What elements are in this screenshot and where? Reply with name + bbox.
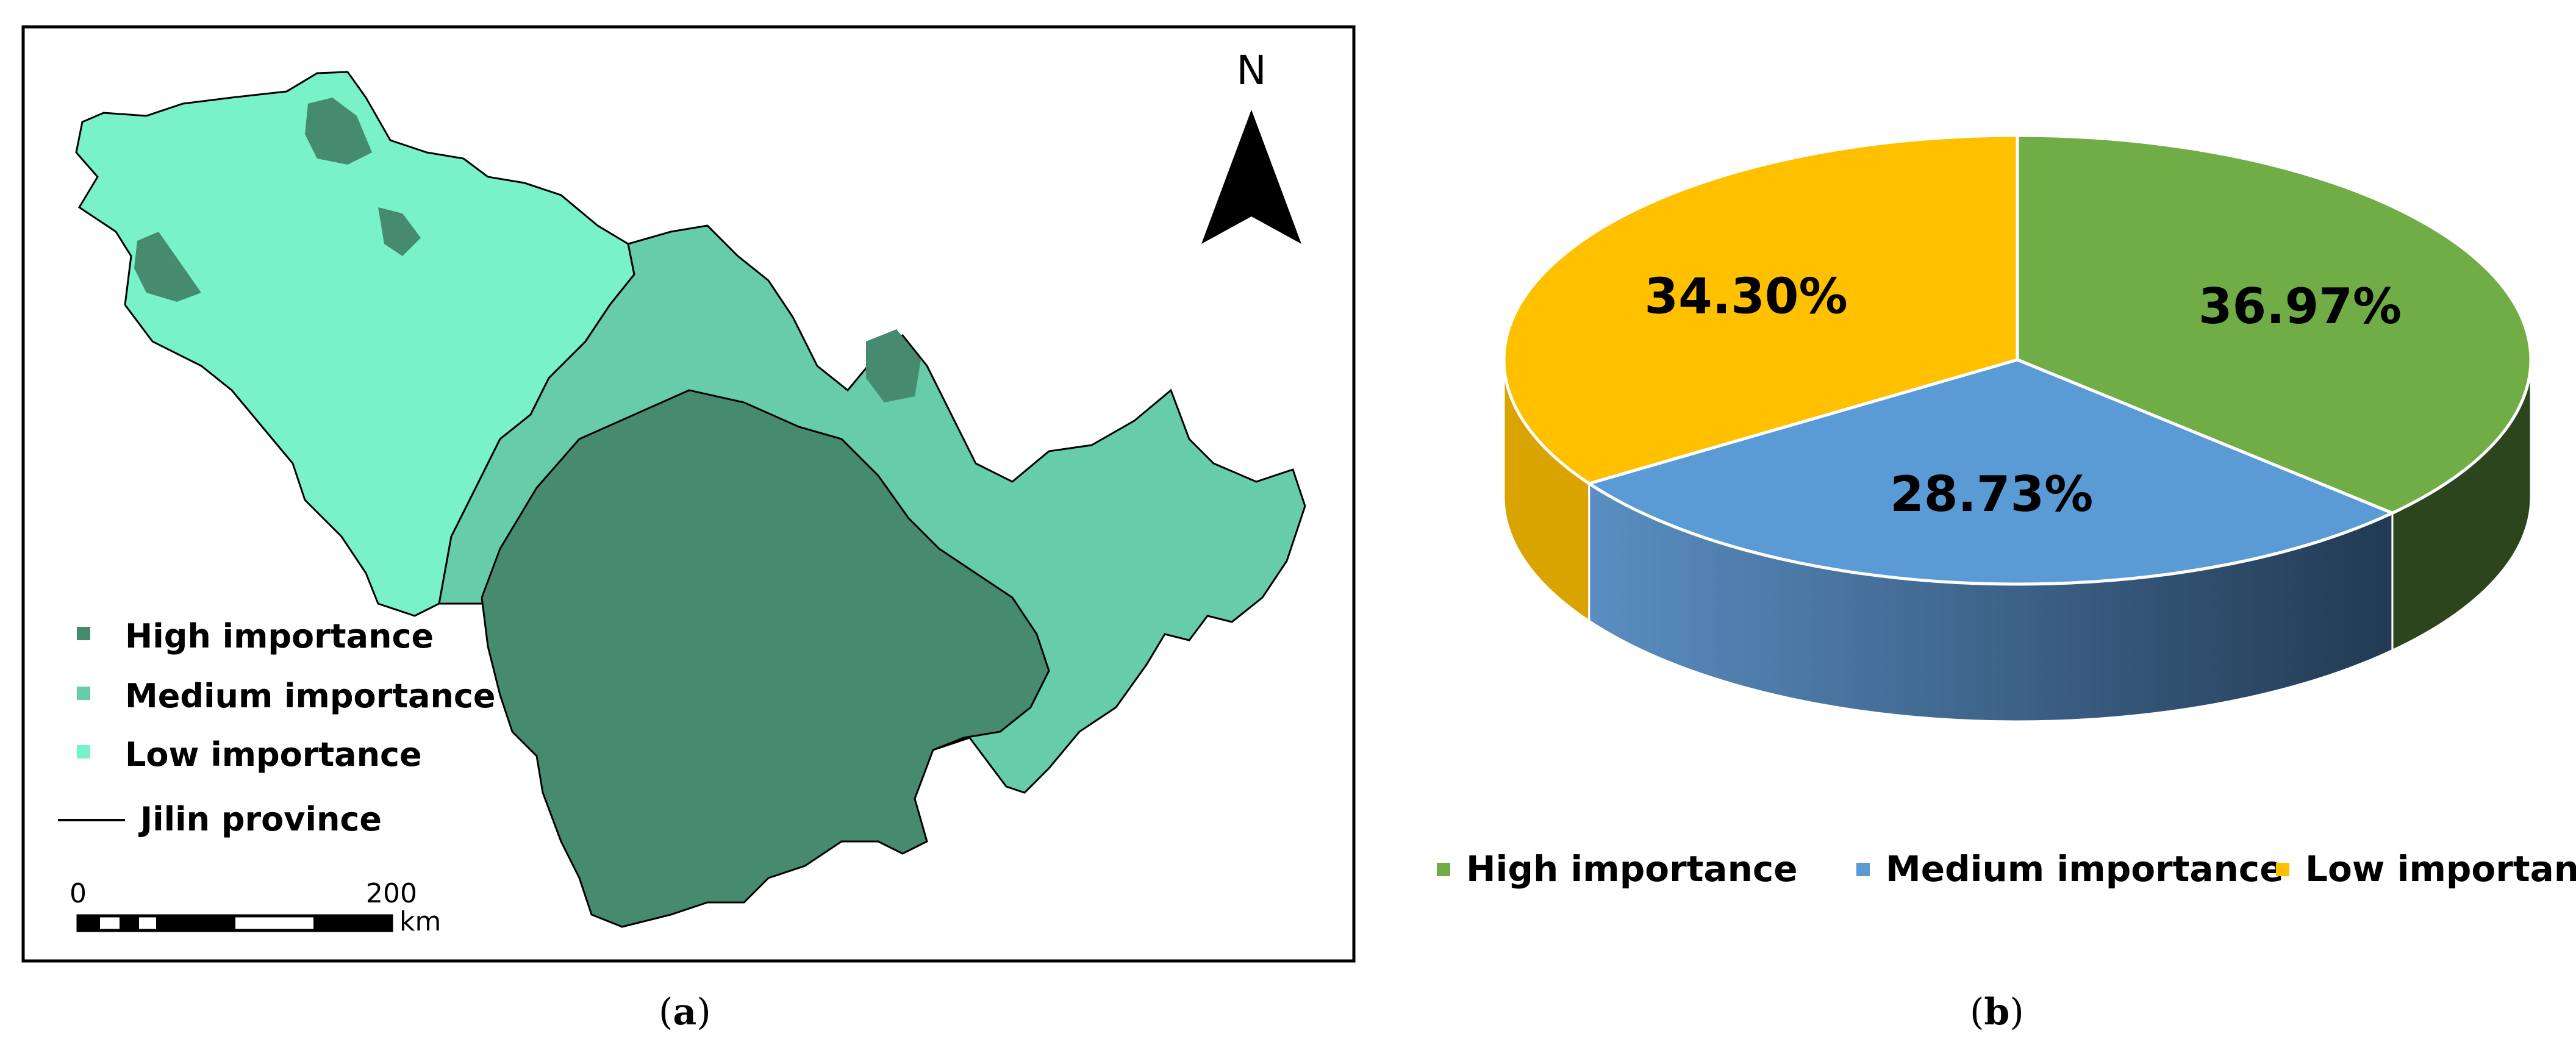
scale-bar-segment: [78, 916, 100, 930]
high-importance-patch: [378, 207, 421, 256]
scale-end-label: 200: [366, 878, 417, 909]
legend-swatch-high: [77, 627, 90, 640]
high-importance-region: [481, 389, 1050, 928]
panel-a-label-letter: a: [673, 991, 697, 1034]
high-importance-patch: [134, 232, 201, 302]
panel-b: 36.97% 28.73% 34.30% High importance Medium…: [1360, 0, 2576, 1062]
high-importance-patch: [866, 329, 921, 402]
panel-a: N High importance Medium importance Low …: [21, 25, 1356, 1034]
legend-label-low: Low importance: [125, 735, 422, 774]
legend-label-medium-importance: Medium importance: [1886, 848, 2284, 890]
panel-a-label: (a): [659, 991, 711, 1034]
legend-label-high: High importance: [125, 617, 434, 655]
pie-slice-low-importance: [1502, 134, 2019, 485]
legend-swatch-medium-importance: [1856, 863, 1870, 876]
north-arrow: N: [1201, 47, 1301, 244]
map-figure: N High importance Medium importance Low …: [21, 25, 1356, 963]
pie-data-label-low-importance: 34.30%: [1644, 268, 1847, 324]
legend-swatch-low-importance: [2276, 863, 2289, 876]
legend-label-high-importance: High importance: [1466, 848, 1798, 890]
scale-bar-segment: [313, 916, 392, 930]
north-arrow-icon: [1201, 110, 1301, 244]
scale-bar-segment: [156, 916, 235, 930]
pie-slice-medium-importance: [1585, 358, 2397, 586]
legend-label-low-importance: Low importance: [2305, 848, 2576, 890]
pie-data-label-medium-importance: 28.73%: [1890, 466, 2093, 523]
panel-b-label: (b): [1970, 991, 2024, 1034]
map-legend: High importance Medium importance Low im…: [58, 617, 496, 838]
legend-swatch-low: [77, 745, 90, 759]
panel-b-label-letter: b: [1984, 991, 2010, 1034]
north-label: N: [1236, 47, 1266, 94]
legend-swatch-medium: [77, 687, 90, 700]
scale-unit-label: km: [399, 906, 441, 937]
legend-label-medium: Medium importance: [125, 677, 496, 715]
panel-a-label-open: (: [659, 991, 673, 1034]
scale-start-label: 0: [70, 878, 87, 909]
legend-label-province: Jilin province: [138, 800, 382, 838]
scale-bar: 0 200 km: [70, 878, 441, 937]
legend-swatch-high-importance: [1437, 863, 1450, 876]
pie-data-label-high-importance: 36.97%: [2199, 278, 2402, 335]
high-importance-patch: [305, 98, 372, 165]
pie-slice-high-importance: [2016, 134, 2533, 515]
panel-b-label-open: (: [1970, 991, 1984, 1034]
scale-bar-segment: [120, 916, 139, 930]
panel-a-label-close: ): [696, 991, 711, 1034]
panel-b-label-close: ): [2009, 991, 2024, 1034]
pie-chart: 36.97% 28.73% 34.30% High importance Medium…: [1437, 134, 2576, 890]
